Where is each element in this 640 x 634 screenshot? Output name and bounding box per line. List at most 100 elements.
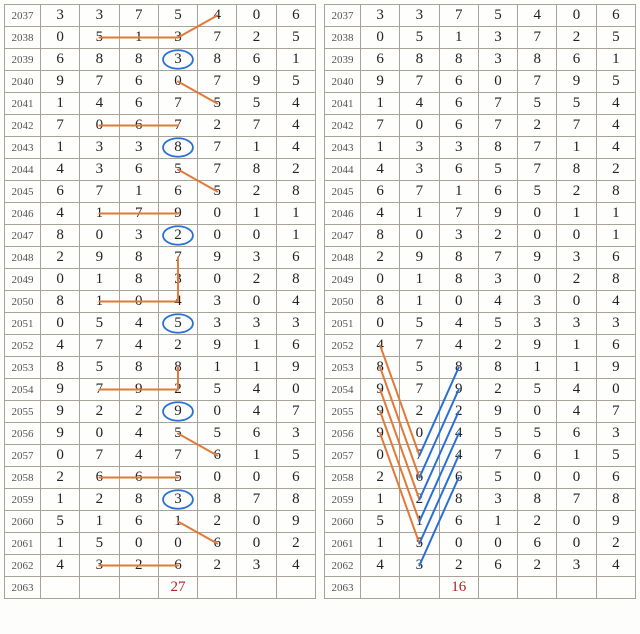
cell: 3 xyxy=(158,269,197,291)
row-label: 2052 xyxy=(325,335,361,357)
row-label: 2060 xyxy=(5,511,41,533)
cell: 8 xyxy=(237,159,276,181)
cell: 3 xyxy=(80,5,119,27)
table-row: 20380513725 xyxy=(5,27,316,49)
row-label: 2059 xyxy=(325,489,361,511)
final-row: 206316 xyxy=(325,577,636,599)
cell: 6 xyxy=(439,511,478,533)
cell: 1 xyxy=(237,445,276,467)
cell: 2 xyxy=(557,269,596,291)
cell: 8 xyxy=(198,49,237,71)
table-row: 20611500602 xyxy=(5,533,316,555)
cell: 4 xyxy=(119,423,158,445)
cell: 7 xyxy=(80,379,119,401)
cell: 0 xyxy=(80,423,119,445)
cell: 7 xyxy=(80,181,119,203)
cell: 8 xyxy=(518,49,557,71)
cell: 9 xyxy=(361,71,400,93)
cell: 7 xyxy=(237,115,276,137)
cell: 6 xyxy=(439,115,478,137)
cell: 7 xyxy=(596,401,635,423)
cell: 6 xyxy=(439,71,478,93)
cell: 9 xyxy=(478,401,517,423)
table-row: 20569045563 xyxy=(325,423,636,445)
cell: 9 xyxy=(400,247,439,269)
cell: 7 xyxy=(41,115,80,137)
row-label: 2043 xyxy=(5,137,41,159)
cell: 4 xyxy=(439,423,478,445)
cell: 7 xyxy=(557,115,596,137)
cell: 2 xyxy=(439,555,478,577)
table-row: 20464179011 xyxy=(5,203,316,225)
cell: 3 xyxy=(276,313,315,335)
row-label: 2046 xyxy=(325,203,361,225)
cell: 5 xyxy=(478,159,517,181)
cell: 0 xyxy=(158,533,197,555)
cell: 4 xyxy=(276,115,315,137)
final-row: 206327 xyxy=(5,577,316,599)
cell: 7 xyxy=(557,489,596,511)
table-row: 20411467554 xyxy=(325,93,636,115)
cell: 3 xyxy=(400,5,439,27)
cell: 7 xyxy=(400,445,439,467)
cell: 8 xyxy=(41,291,80,313)
row-label: 2040 xyxy=(5,71,41,93)
cell: 0 xyxy=(557,225,596,247)
cell: 7 xyxy=(80,71,119,93)
cell: 3 xyxy=(237,247,276,269)
cell: 3 xyxy=(80,159,119,181)
cell: 7 xyxy=(198,159,237,181)
cell: 0 xyxy=(237,225,276,247)
cell: 3 xyxy=(478,269,517,291)
cell: 4 xyxy=(41,555,80,577)
table-row: 20624326234 xyxy=(325,555,636,577)
row-label: 2058 xyxy=(325,467,361,489)
table-row: 20591283878 xyxy=(5,489,316,511)
table-row: 20508104304 xyxy=(5,291,316,313)
cell: 4 xyxy=(276,93,315,115)
cell: 0 xyxy=(198,225,237,247)
cell: 9 xyxy=(276,511,315,533)
cell: 7 xyxy=(198,71,237,93)
cell: 6 xyxy=(158,181,197,203)
row-label: 2049 xyxy=(5,269,41,291)
cell: 0 xyxy=(400,423,439,445)
cell: 7 xyxy=(158,115,197,137)
cell: 1 xyxy=(80,203,119,225)
cell: 4 xyxy=(119,445,158,467)
cell: 5 xyxy=(198,93,237,115)
cell xyxy=(237,577,276,599)
cell: 7 xyxy=(478,93,517,115)
cell: 8 xyxy=(119,357,158,379)
cell: 3 xyxy=(158,49,197,71)
cell: 2 xyxy=(557,181,596,203)
cell: 4 xyxy=(158,291,197,313)
cell: 6 xyxy=(158,555,197,577)
cell: 4 xyxy=(400,93,439,115)
table-row: 20427067274 xyxy=(5,115,316,137)
cell: 1 xyxy=(518,357,557,379)
table-row: 20510545333 xyxy=(5,313,316,335)
cell: 7 xyxy=(237,489,276,511)
cell: 3 xyxy=(400,137,439,159)
table-row: 20444365782 xyxy=(325,159,636,181)
table-row: 20559229047 xyxy=(325,401,636,423)
cell: 8 xyxy=(596,181,635,203)
cell: 6 xyxy=(596,5,635,27)
row-label: 2050 xyxy=(325,291,361,313)
table-row: 20427067274 xyxy=(325,115,636,137)
cell: 7 xyxy=(478,115,517,137)
cell: 8 xyxy=(119,269,158,291)
cell: 3 xyxy=(41,5,80,27)
cell: 4 xyxy=(439,335,478,357)
cell: 6 xyxy=(439,467,478,489)
cell: 2 xyxy=(41,247,80,269)
cell: 9 xyxy=(158,401,197,423)
cell: 7 xyxy=(80,445,119,467)
cell: 4 xyxy=(557,401,596,423)
cell: 7 xyxy=(478,247,517,269)
cell: 6 xyxy=(237,423,276,445)
row-label: 2057 xyxy=(325,445,361,467)
cell: 0 xyxy=(400,225,439,247)
cell: 5 xyxy=(198,379,237,401)
